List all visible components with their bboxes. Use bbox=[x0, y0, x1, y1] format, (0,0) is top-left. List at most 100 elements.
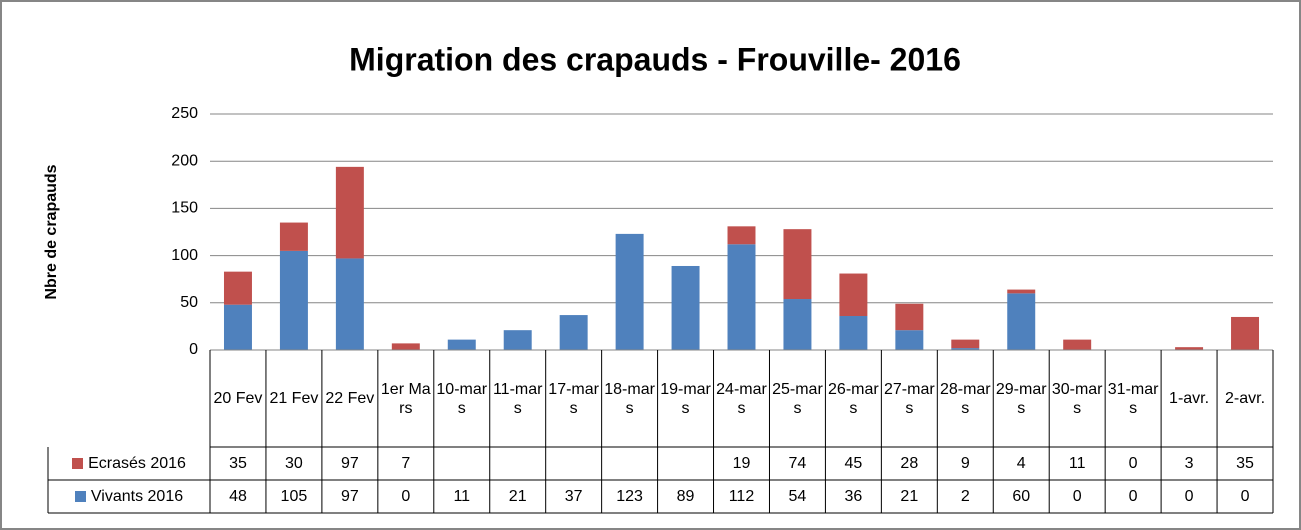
data-table-value-text: 7 bbox=[401, 455, 411, 472]
x-tick-label: 19-mars bbox=[658, 350, 714, 447]
data-table-value: 0 bbox=[1161, 480, 1217, 513]
x-tick-label-text: 2-avr. bbox=[1225, 390, 1266, 407]
data-table-value: 37 bbox=[546, 480, 602, 513]
bar bbox=[279, 250, 308, 350]
data-table-value-text: 0 bbox=[401, 488, 411, 505]
x-tick-label: 27-mars bbox=[881, 350, 937, 447]
data-table-value: 123 bbox=[602, 480, 658, 513]
bar bbox=[839, 316, 868, 350]
bar bbox=[1007, 289, 1036, 294]
x-tick-label: 30-mars bbox=[1049, 350, 1105, 447]
bar bbox=[447, 339, 476, 350]
x-tick-label: 21 Fev bbox=[266, 350, 322, 447]
data-table-value: 89 bbox=[658, 480, 714, 513]
bar bbox=[895, 330, 924, 350]
bar bbox=[783, 299, 812, 350]
data-table-value-text: 60 bbox=[1012, 488, 1031, 505]
x-tick-label-text: 27-mars bbox=[883, 380, 935, 417]
bar bbox=[727, 244, 756, 350]
data-table-value: 97 bbox=[322, 447, 378, 480]
data-table-value-text: 37 bbox=[564, 488, 583, 505]
legend-entry: Vivants 2016 bbox=[48, 480, 210, 513]
x-tick-label-text: 19-mars bbox=[660, 380, 711, 417]
data-table-value: 30 bbox=[266, 447, 322, 480]
x-tick-label-text: 24-mars bbox=[716, 380, 767, 417]
data-table-value-text: 21 bbox=[508, 488, 527, 505]
x-tick-label-text: 26-mars bbox=[828, 380, 879, 417]
x-tick-label: 24-mars bbox=[714, 350, 770, 447]
y-tick-label: 200 bbox=[171, 152, 198, 169]
data-table-value-text: 48 bbox=[229, 488, 247, 505]
y-tick-label: 150 bbox=[171, 200, 198, 217]
bar bbox=[1063, 339, 1092, 350]
x-tick-label: 25-mars bbox=[769, 350, 825, 447]
x-tick-label: 29-mars bbox=[993, 350, 1049, 447]
bar bbox=[671, 265, 700, 350]
data-table-value-text: 35 bbox=[229, 455, 247, 472]
bar bbox=[503, 330, 532, 350]
chart-title: Migration des crapauds - Frouville- 2016 bbox=[349, 41, 961, 77]
x-tick-label-text: 29-mars bbox=[995, 380, 1047, 417]
data-table-value-text: 0 bbox=[1240, 488, 1250, 505]
x-tick-label: 28-mars bbox=[937, 350, 993, 447]
data-table-value-text: 9 bbox=[960, 455, 970, 472]
y-axis-title: Nbre de crapauds bbox=[43, 164, 60, 299]
data-table-value-text: 123 bbox=[616, 488, 643, 505]
y-tick-label: 250 bbox=[171, 105, 198, 122]
x-tick-label-text: 17-mars bbox=[548, 380, 599, 417]
data-table-value: 0 bbox=[1105, 480, 1161, 513]
bar bbox=[727, 226, 756, 245]
data-table-value-text: 11 bbox=[1068, 455, 1086, 472]
data-table-value: 105 bbox=[266, 480, 322, 513]
bar bbox=[951, 348, 980, 350]
data-table-value: 54 bbox=[769, 480, 825, 513]
bar bbox=[951, 339, 980, 349]
data-table-value: 28 bbox=[881, 447, 937, 480]
data-table-value: 0 bbox=[378, 480, 434, 513]
y-tick-label: 50 bbox=[180, 294, 198, 311]
x-tick-label-text: 20 Fev bbox=[213, 390, 263, 407]
data-table-value-text: 112 bbox=[728, 488, 755, 505]
x-tick-label-text: 11-mars bbox=[492, 380, 543, 417]
data-table-value: 0 bbox=[1049, 480, 1105, 513]
data-table-value: 2 bbox=[937, 480, 993, 513]
data-table-value-text: 36 bbox=[844, 488, 863, 505]
data-table-value: 0 bbox=[1105, 447, 1161, 480]
data-table-value-text: 11 bbox=[453, 488, 471, 505]
legend-key bbox=[74, 491, 86, 502]
data-table-value-text: 105 bbox=[280, 488, 308, 505]
x-tick-label: 1-avr. bbox=[1161, 350, 1217, 447]
data-table-value bbox=[434, 447, 490, 480]
x-tick-label: 31-mars bbox=[1105, 350, 1161, 447]
x-tick-label: 20 Fev bbox=[210, 350, 266, 447]
x-tick-label-text: 1er Mars bbox=[380, 380, 431, 417]
data-table-value-text: 4 bbox=[1016, 455, 1026, 472]
data-table-value-text: 2 bbox=[960, 488, 970, 505]
data-table-value-text: 54 bbox=[788, 488, 807, 505]
data-table-value: 21 bbox=[881, 480, 937, 513]
bar bbox=[1231, 316, 1260, 350]
data-table-value: 97 bbox=[322, 480, 378, 513]
legend-entry-text: Vivants 2016 bbox=[90, 488, 184, 505]
bar bbox=[839, 273, 868, 317]
data-table-value: 9 bbox=[937, 447, 993, 480]
x-tick-label: 26-mars bbox=[825, 350, 881, 447]
bar bbox=[559, 315, 588, 350]
x-tick-label-text: 18-mars bbox=[604, 380, 655, 417]
x-tick-label: 1er Mars bbox=[378, 350, 434, 447]
data-table-value bbox=[546, 447, 602, 480]
data-table-value bbox=[490, 447, 546, 480]
data-table-value-text: 97 bbox=[340, 455, 359, 472]
x-tick-label: 11-mars bbox=[490, 350, 546, 447]
bar bbox=[223, 271, 252, 305]
data-table-value: 45 bbox=[825, 447, 881, 480]
data-table-value: 4 bbox=[993, 447, 1049, 480]
x-tick-label-text: 31-mars bbox=[1107, 380, 1159, 417]
data-table-value-text: 45 bbox=[844, 455, 863, 472]
bar bbox=[335, 166, 364, 259]
data-table-value-text: 19 bbox=[732, 455, 751, 472]
data-table-value-text: 0 bbox=[1072, 488, 1082, 505]
data-table-value: 21 bbox=[490, 480, 546, 513]
data-table-value: 7 bbox=[378, 447, 434, 480]
